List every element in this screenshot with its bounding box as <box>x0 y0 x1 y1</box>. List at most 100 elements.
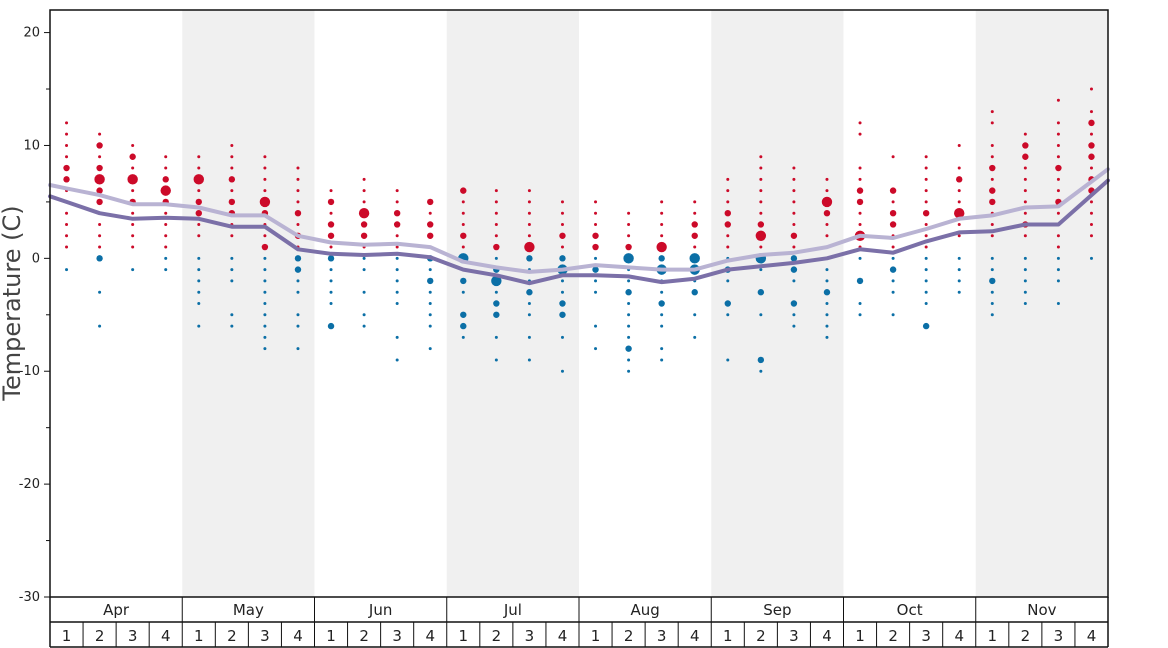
high-temp-dot <box>954 207 965 219</box>
week-label: 2 <box>624 627 634 645</box>
high-temp-dot <box>197 155 201 159</box>
high-temp-dot <box>228 198 236 206</box>
low-temp-dot <box>891 279 895 283</box>
low-temp-dot <box>990 302 994 305</box>
low-temp-dot <box>461 290 465 294</box>
high-temp-dot <box>856 187 864 194</box>
high-temp-dot <box>360 221 368 228</box>
low-temp-dot <box>560 290 564 294</box>
high-temp-dot <box>559 232 566 239</box>
low-temp-dot <box>493 311 500 318</box>
low-temp-dot <box>792 313 796 317</box>
low-temp-dot <box>693 335 697 339</box>
week-label: 4 <box>293 627 303 645</box>
low-temp-dot <box>627 313 631 317</box>
high-temp-dot <box>924 155 928 159</box>
high-temp-dot <box>164 245 168 249</box>
low-temp-dot <box>957 290 961 294</box>
high-temp-dot <box>261 243 269 251</box>
high-temp-dot <box>358 207 370 219</box>
low-temp-dot <box>922 322 930 330</box>
high-temp-dot <box>197 222 201 226</box>
week-label: 1 <box>326 627 336 645</box>
high-temp-dot <box>656 241 667 253</box>
high-temp-dot <box>1089 166 1093 170</box>
high-temp-dot <box>230 189 234 193</box>
low-temp-dot <box>792 324 796 328</box>
high-temp-dot <box>792 166 796 170</box>
week-label: 1 <box>988 627 998 645</box>
week-label: 4 <box>161 627 171 645</box>
high-temp-dot <box>592 232 599 239</box>
high-temp-dot <box>230 143 234 147</box>
high-temp-dot <box>164 166 168 170</box>
high-temp-dot <box>693 211 697 215</box>
y-tick-label: 0 <box>32 251 40 266</box>
high-temp-dot <box>296 189 300 193</box>
low-temp-dot <box>263 335 267 339</box>
low-temp-dot <box>1056 302 1060 305</box>
high-temp-dot <box>527 211 531 215</box>
high-temp-dot <box>625 243 632 251</box>
high-temp-dot <box>790 232 798 239</box>
high-temp-dot <box>65 155 69 159</box>
high-temp-dot <box>1056 98 1060 102</box>
high-temp-dot <box>821 196 833 208</box>
low-temp-dot <box>627 302 631 305</box>
month-label-nov: Nov <box>1027 601 1056 619</box>
high-temp-dot <box>131 189 135 193</box>
high-temp-dot <box>858 177 862 181</box>
low-temp-dot <box>792 279 796 283</box>
low-temp-dot <box>594 256 598 260</box>
low-temp-dot <box>891 313 895 317</box>
low-temp-dot <box>395 256 399 260</box>
low-temp-dot <box>990 256 994 260</box>
low-temp-dot <box>559 300 566 307</box>
low-temp-dot <box>263 279 267 283</box>
high-temp-dot <box>891 200 895 204</box>
low-temp-dot <box>197 279 201 283</box>
low-temp-dot <box>460 322 467 330</box>
high-temp-dot <box>724 209 731 217</box>
low-temp-dot <box>627 358 631 362</box>
low-temp-dot <box>790 255 798 262</box>
high-temp-dot <box>362 189 366 193</box>
high-temp-dot <box>1023 189 1027 193</box>
high-temp-dot <box>1022 142 1029 149</box>
low-temp-dot <box>726 358 730 362</box>
high-temp-dot <box>164 155 168 159</box>
week-label: 2 <box>888 627 898 645</box>
high-temp-dot <box>63 164 70 172</box>
low-temp-dot <box>362 268 366 272</box>
high-temp-dot <box>197 234 201 238</box>
low-temp-dot <box>560 279 564 283</box>
high-temp-dot <box>98 234 102 238</box>
high-temp-dot <box>461 222 465 226</box>
week-label: 4 <box>954 627 964 645</box>
high-temp-dot <box>594 211 598 215</box>
low-temp-dot <box>296 313 300 317</box>
high-temp-dot <box>726 189 730 193</box>
low-temp-dot <box>924 279 928 283</box>
high-temp-dot <box>129 153 136 160</box>
month-shade-may <box>182 10 315 597</box>
high-temp-dot <box>296 166 300 170</box>
high-temp-dot <box>395 189 399 193</box>
high-temp-dot <box>230 155 234 159</box>
high-temp-dot <box>65 222 69 226</box>
high-temp-dot <box>1089 234 1093 238</box>
high-temp-dot <box>524 241 535 253</box>
high-temp-dot <box>362 177 366 181</box>
low-temp-dot <box>460 311 467 318</box>
low-temp-dot <box>294 255 302 262</box>
high-temp-dot <box>759 189 763 193</box>
high-temp-dot <box>395 200 399 204</box>
low-temp-dot <box>494 290 498 294</box>
low-temp-dot <box>924 290 928 294</box>
high-temp-dot <box>990 155 994 159</box>
high-temp-dot <box>527 189 531 193</box>
low-temp-dot <box>691 289 698 296</box>
low-temp-dot <box>759 369 763 373</box>
high-temp-dot <box>160 185 171 196</box>
low-temp-dot <box>724 300 731 307</box>
